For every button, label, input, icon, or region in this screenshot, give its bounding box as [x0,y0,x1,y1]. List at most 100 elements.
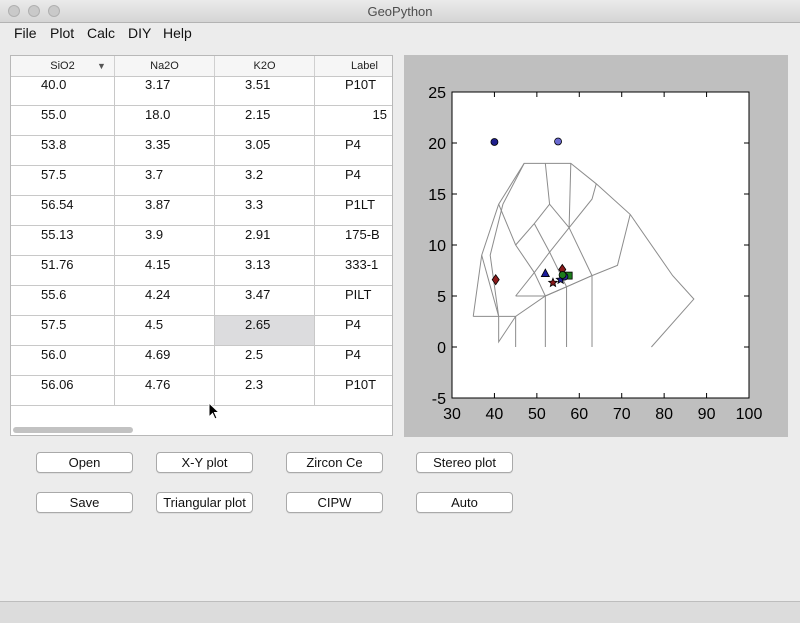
table-cell[interactable]: 56.54 [11,196,115,225]
table-cell[interactable]: 333-1 [315,256,392,285]
table-cell[interactable]: 175-B [315,226,392,255]
title-bar: GeoPython [0,0,800,23]
data-point-diamond [491,273,500,286]
column-header-k2o[interactable]: K2O [215,56,315,76]
table-cell[interactable]: 4.5 [115,316,215,345]
close-window-button[interactable] [8,5,20,17]
table-cell[interactable]: 3.17 [115,76,215,105]
y-tick-label: 5 [437,289,446,306]
x-tick-label: 80 [655,406,673,423]
table-cell[interactable]: P4 [315,346,392,375]
zircon-ce-button[interactable]: Zircon Ce [286,452,383,473]
table-cell[interactable]: 3.3 [215,196,315,225]
open-button[interactable]: Open [36,452,133,473]
status-bar [0,601,800,623]
y-tick-label: 10 [428,238,446,255]
table-cell[interactable]: P4 [315,166,392,195]
table-cell[interactable]: 40.0 [11,76,115,105]
table-row: 55.0 18.0 2.15 15 [11,106,392,136]
field-boundary-line [533,272,546,297]
data-point-star [547,277,559,288]
table-body: 40.0 3.17 3.51 P10T 55.0 18.0 2.15 15 53.8 3.35 3.… [11,76,392,406]
column-header-label[interactable]: Label [315,56,392,76]
sort-descending-icon: ▼ [97,61,106,71]
table-cell[interactable]: 53.8 [11,136,115,165]
table-cell[interactable]: PILT [315,286,392,315]
x-tick-label: 60 [570,406,588,423]
menu-file[interactable]: File [14,25,37,41]
menu-calc[interactable]: Calc [87,25,116,41]
table-header: SiO2 ▼ Na2O K2O Label [11,56,392,77]
table-cell[interactable]: P10T [315,376,392,405]
table-cell[interactable]: 18.0 [115,106,215,135]
data-point-circle [490,138,499,146]
x-tick-label: 50 [528,406,546,423]
table-cell[interactable]: 55.6 [11,286,115,315]
menu-diy[interactable]: DIY [128,25,152,41]
menu-bar: File Plot Calc DIY Help [0,22,800,44]
y-tick-label: 0 [437,340,446,357]
xy-plot-button[interactable]: X-Y plot [156,452,253,473]
table-row: 57.5 3.7 3.2 P4 [11,166,392,196]
y-tick-label: 25 [428,85,446,102]
data-point-circle [558,271,567,279]
plot-area [451,91,750,399]
table-cell[interactable]: P4 [315,136,392,165]
table-cell[interactable]: P1LT [315,196,392,225]
y-tick-label: 15 [428,187,446,204]
stereo-plot-button[interactable]: Stereo plot [416,452,513,473]
table-cell[interactable]: 3.87 [115,196,215,225]
field-boundary-line [515,183,597,297]
table-cell[interactable]: 2.91 [215,226,315,255]
menu-plot[interactable]: Plot [50,25,75,41]
mouse-pointer-icon [208,402,220,420]
table-cell[interactable]: 4.24 [115,286,215,315]
field-boundary-line [472,163,525,317]
table-cell[interactable]: 55.13 [11,226,115,255]
table-cell[interactable]: 3.13 [215,256,315,285]
table-cell[interactable]: 56.0 [11,346,115,375]
table-row: 51.76 4.15 3.13 333-1 [11,256,392,286]
table-cell[interactable]: 3.2 [215,166,315,195]
table-cell[interactable]: 3.9 [115,226,215,255]
save-button[interactable]: Save [36,492,133,513]
table-cell[interactable]: P4 [315,316,392,345]
auto-button[interactable]: Auto [416,492,513,513]
x-tick-label: 70 [613,406,631,423]
cipw-button[interactable]: CIPW [286,492,383,513]
table-cell[interactable]: 2.3 [215,376,315,405]
table-row: 55.6 4.24 3.47 PILT [11,286,392,316]
menu-help[interactable]: Help [163,25,192,41]
table-cell[interactable]: 3.7 [115,166,215,195]
table-cell[interactable]: 2.5 [215,346,315,375]
data-table[interactable]: SiO2 ▼ Na2O K2O Label 40.0 3.17 3.51 P10T 55… [10,55,393,436]
table-row: 55.13 3.9 2.91 175-B [11,226,392,256]
table-row: 56.0 4.69 2.5 P4 [11,346,392,376]
table-cell[interactable]: 4.76 [115,376,215,405]
table-row: 57.5 4.5 2.65 P4 [11,316,392,346]
table-cell[interactable]: 56.06 [11,376,115,405]
data-point-circle [554,137,562,146]
table-cell[interactable]: 2.15 [215,106,315,135]
table-cell[interactable]: 3.05 [215,136,315,165]
table-cell[interactable]: 4.15 [115,256,215,285]
window-title: GeoPython [367,4,433,19]
horizontal-scrollbar[interactable] [13,427,133,433]
table-cell[interactable]: 4.69 [115,346,215,375]
minimize-window-button[interactable] [28,5,40,17]
table-cell[interactable]: 2.65 [215,316,315,345]
table-cell[interactable]: P10T [315,76,392,105]
table-cell[interactable]: 57.5 [11,166,115,195]
table-cell[interactable]: 3.47 [215,286,315,315]
table-cell[interactable]: 51.76 [11,256,115,285]
table-cell[interactable]: 3.51 [215,76,315,105]
table-cell[interactable]: 57.5 [11,316,115,345]
table-cell[interactable]: 55.0 [11,106,115,135]
column-header-na2o[interactable]: Na2O [115,56,215,76]
column-header-sio2[interactable]: SiO2 ▼ [11,56,115,76]
table-cell[interactable]: 3.35 [115,136,215,165]
triangular-plot-button[interactable]: Triangular plot [156,492,253,513]
table-cell[interactable]: 15 [315,106,392,135]
x-tick-label: 30 [443,406,461,423]
zoom-window-button[interactable] [48,5,60,17]
